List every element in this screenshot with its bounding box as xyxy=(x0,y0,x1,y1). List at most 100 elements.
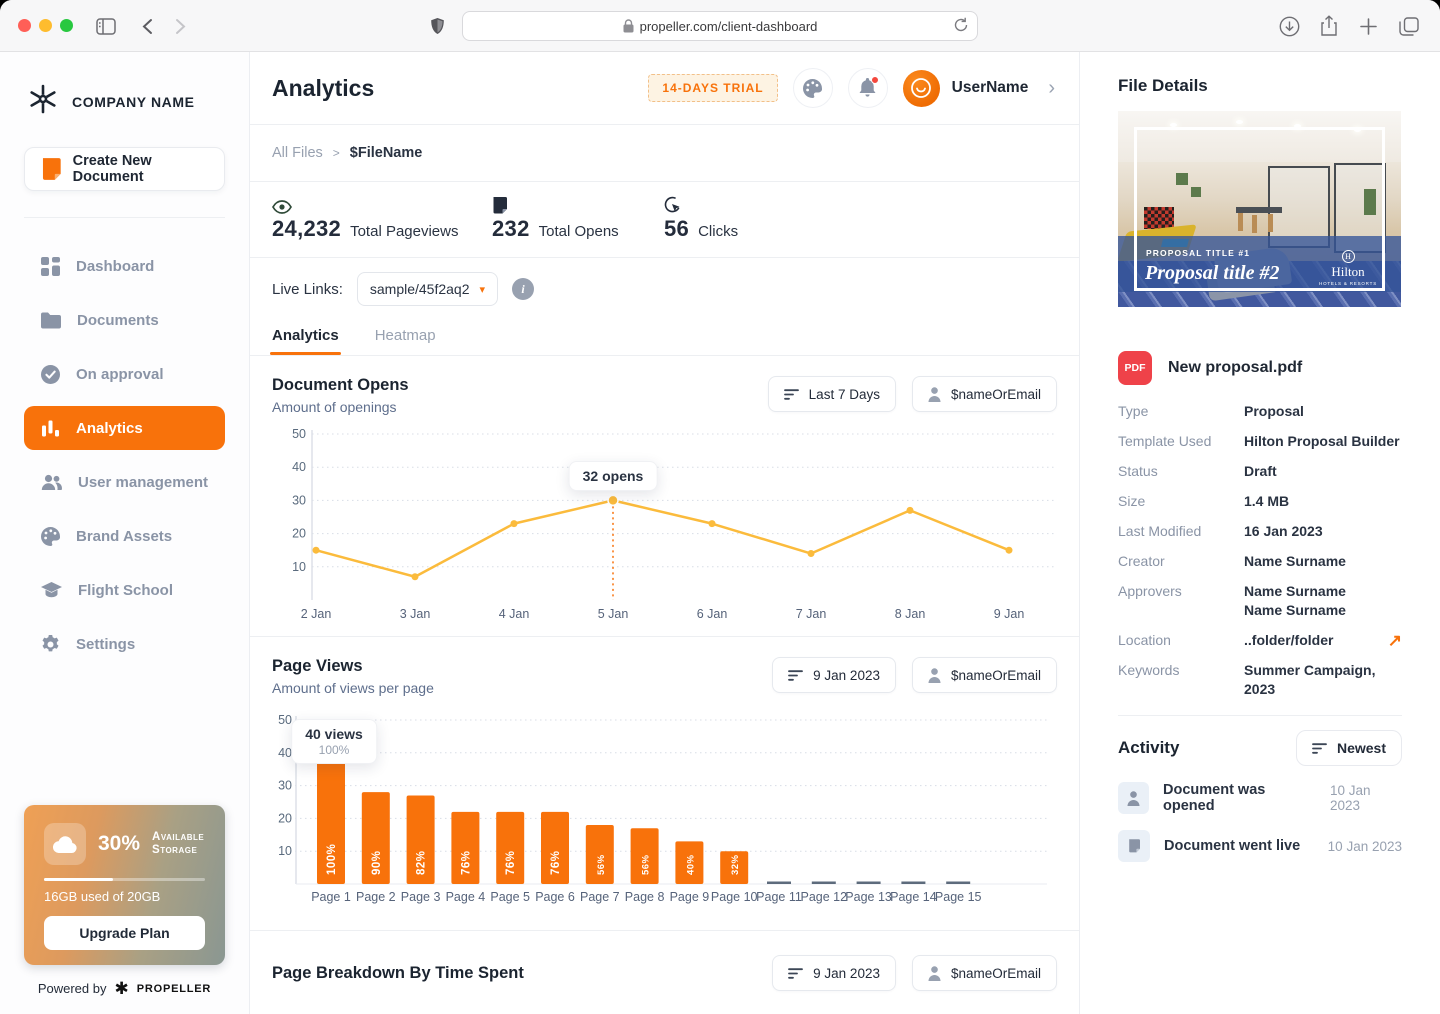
create-new-document-button[interactable]: Create New Document xyxy=(24,147,225,191)
user-menu[interactable]: UserName › xyxy=(902,69,1055,107)
svg-text:40: 40 xyxy=(278,746,292,760)
info-icon[interactable]: i xyxy=(512,278,535,300)
live-links-dropdown[interactable]: sample/45f2aq2 ▾ xyxy=(356,272,499,306)
user-filter-button[interactable]: $nameOrEmail xyxy=(911,657,1057,693)
svg-text:76%: 76% xyxy=(505,850,517,875)
person-icon xyxy=(928,667,941,683)
chart-tooltip: 40 views 100% xyxy=(291,719,377,764)
sidebar-item-brand-assets[interactable]: Brand Assets xyxy=(24,514,225,558)
chart-tooltip: 32 opens xyxy=(568,461,658,491)
propeller-logo-icon: ✱ xyxy=(114,979,129,998)
share-icon[interactable] xyxy=(1316,13,1342,39)
activity-date: 10 Jan 2023 xyxy=(1330,783,1371,813)
sidebar-item-label: Flight School xyxy=(78,581,173,599)
stat-label: Clicks xyxy=(698,223,739,240)
forward-icon[interactable] xyxy=(167,13,193,39)
page-title: Analytics xyxy=(272,74,375,101)
svg-text:10: 10 xyxy=(278,844,292,858)
user-filter-label: $nameOrEmail xyxy=(950,667,1041,683)
svg-text:9 Jan: 9 Jan xyxy=(994,607,1025,621)
detail-row-status: Status Draft xyxy=(1118,463,1277,479)
file-preview-image[interactable]: PROPOSAL TITLE #1 Proposal title #2 H Hi… xyxy=(1118,111,1401,307)
svg-text:Page 2: Page 2 xyxy=(356,890,396,904)
sidebar-item-documents[interactable]: Documents xyxy=(24,298,225,342)
page-views-chart[interactable]: 10 20 30 40 50 100% Page 1 90% Page 2 82% Page 3 76… xyxy=(272,711,1057,916)
svg-text:8 Jan: 8 Jan xyxy=(895,607,926,621)
notifications-button[interactable] xyxy=(847,68,888,108)
breadcrumb-separator: > xyxy=(332,146,340,160)
tab-heatmap[interactable]: Heatmap xyxy=(374,327,436,344)
page-header: Analytics 14-DAYS TRIAL UserName › xyxy=(250,52,1079,125)
svg-text:5 Jan: 5 Jan xyxy=(598,607,629,621)
activity-item: Document went live 10 Jan 2023 xyxy=(1118,830,1402,862)
user-filter-button[interactable]: $nameOrEmail xyxy=(911,955,1057,991)
file-name-row: PDF New proposal.pdf xyxy=(1118,351,1402,385)
svg-text:Page 11: Page 11 xyxy=(756,890,802,904)
stat-total-opens: 232 Total Opens xyxy=(492,194,664,257)
stat-label: Total Pageviews xyxy=(350,223,459,240)
tab-overview-icon[interactable] xyxy=(1396,13,1422,39)
breadcrumb-all-files[interactable]: All Files xyxy=(272,145,323,161)
document-opens-section: Document Opens Amount of openings Last 7… xyxy=(250,356,1079,637)
sidebar-item-label: Documents xyxy=(77,311,159,329)
preview-kicker: PROPOSAL TITLE #1 xyxy=(1146,248,1251,258)
check-circle-icon xyxy=(41,364,60,384)
document-opens-chart[interactable]: 10 20 30 40 50 2 Jan 3 Jan 4 Jan 5 Jan 6 Jan 7 Jan… xyxy=(272,425,1057,628)
live-links-label: Live Links: xyxy=(272,280,343,298)
preview-title: Proposal title #2 xyxy=(1145,262,1280,284)
address-bar[interactable]: propeller.com/client-dashboard xyxy=(462,11,978,41)
sidebar-item-settings[interactable]: Settings xyxy=(24,622,225,666)
svg-text:6 Jan: 6 Jan xyxy=(697,607,728,621)
zoom-window-button[interactable] xyxy=(60,19,73,32)
tab-analytics[interactable]: Analytics xyxy=(270,327,341,355)
file-details-heading: File Details xyxy=(1118,76,1208,95)
stat-value: 56 xyxy=(664,216,690,241)
theme-button[interactable] xyxy=(792,68,833,108)
hilton-logo: H Hilton HOTELS & RESORTS xyxy=(1319,250,1377,286)
privacy-shield-icon[interactable] xyxy=(424,13,450,39)
activity-text: Document was opened xyxy=(1163,782,1266,814)
upgrade-plan-button[interactable]: Upgrade Plan xyxy=(44,916,205,950)
section-title: Page Views xyxy=(272,657,363,675)
live-links-selected: sample/45f2aq2 xyxy=(369,281,470,297)
svg-text:10: 10 xyxy=(292,560,306,574)
lock-icon xyxy=(623,19,634,33)
activity-item: Document was opened 10 Jan 2023 xyxy=(1118,782,1402,814)
sidebar-item-analytics[interactable]: Analytics xyxy=(24,406,225,450)
svg-text:20: 20 xyxy=(278,811,292,825)
sidebar-divider xyxy=(24,217,225,218)
back-icon[interactable] xyxy=(134,13,160,39)
svg-text:76%: 76% xyxy=(460,850,472,875)
person-icon xyxy=(928,386,941,402)
downloads-icon[interactable] xyxy=(1276,13,1302,39)
notification-dot xyxy=(870,76,879,84)
company-name: COMPANY NAME xyxy=(72,93,195,110)
open-location-icon[interactable]: ↗ xyxy=(1387,631,1402,650)
url-text: propeller.com/client-dashboard xyxy=(639,18,818,34)
storage-percent: 30% xyxy=(98,832,141,855)
activity-sort-button[interactable]: Newest xyxy=(1295,730,1402,766)
svg-text:Page 14: Page 14 xyxy=(890,890,937,904)
reload-icon[interactable] xyxy=(954,17,968,36)
date-filter-button[interactable]: 9 Jan 2023 xyxy=(772,657,896,693)
date-filter-button[interactable]: 9 Jan 2023 xyxy=(772,955,896,991)
svg-text:50: 50 xyxy=(292,427,306,441)
svg-text:76%: 76% xyxy=(550,850,562,875)
user-filter-button[interactable]: $nameOrEmail xyxy=(911,376,1057,412)
minimize-window-button[interactable] xyxy=(39,19,52,32)
activity-date: 10 Jan 2023 xyxy=(1327,838,1402,854)
propeller-brand-name: PROPELLER xyxy=(136,982,212,995)
new-tab-icon[interactable] xyxy=(1355,13,1381,39)
sidebar-item-on-approval[interactable]: On approval xyxy=(24,352,225,396)
powered-by: Powered by ✱ PROPELLER xyxy=(0,980,249,997)
svg-text:Page 7: Page 7 xyxy=(580,890,620,904)
sidebar-item-dashboard[interactable]: Dashboard xyxy=(24,244,225,288)
svg-text:40: 40 xyxy=(292,460,306,474)
file-details-panel: File Details PROPOSAL TITLE #1 Prop xyxy=(1081,52,1440,1014)
close-window-button[interactable] xyxy=(18,19,31,32)
date-filter-button[interactable]: Last 7 Days xyxy=(767,376,896,412)
svg-text:4 Jan: 4 Jan xyxy=(499,607,530,621)
sidebar-toggle-icon[interactable] xyxy=(93,13,119,39)
sidebar-item-flight-school[interactable]: Flight School xyxy=(24,568,225,612)
sidebar-item-user-management[interactable]: User management xyxy=(24,460,225,504)
